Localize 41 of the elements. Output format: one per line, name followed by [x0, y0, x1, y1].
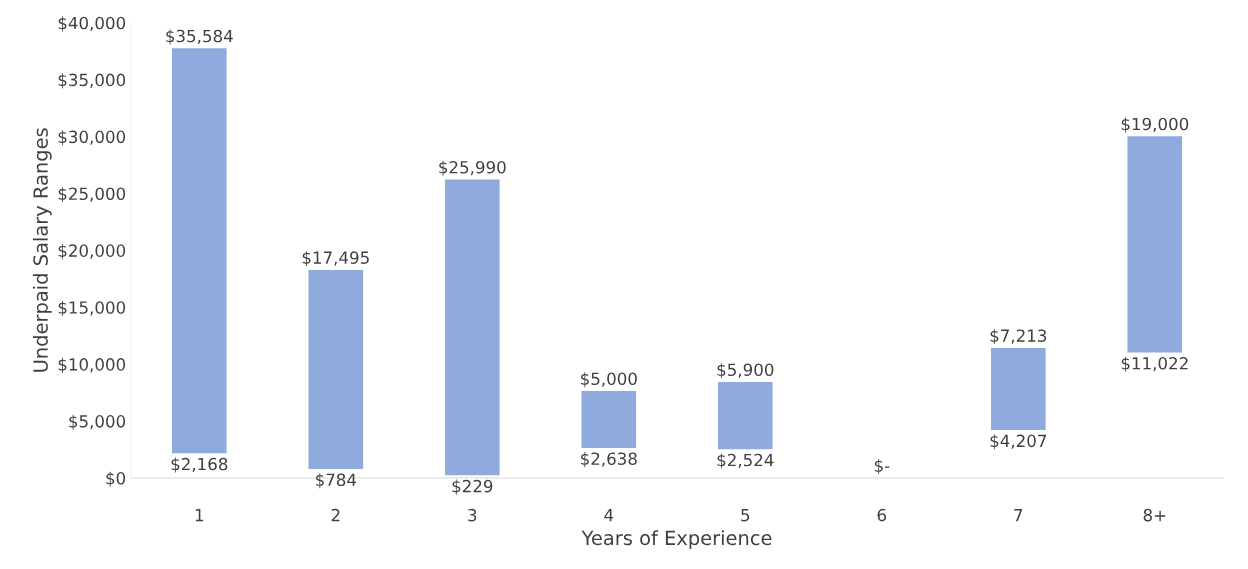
x-tick-label: 1	[195, 509, 204, 522]
annotation: $229	[452, 479, 493, 495]
data-label: $25,990	[439, 160, 506, 176]
bar	[581, 391, 637, 448]
x-tick-label: 7	[1014, 509, 1023, 522]
bar	[717, 382, 773, 450]
data-label: $-	[874, 459, 890, 475]
x-tick-label: 5	[741, 509, 750, 522]
x-tick-label: 3	[468, 508, 477, 522]
annotation: $2,168	[171, 457, 228, 473]
annotation: $2,524	[717, 453, 774, 469]
y-tick-label: $35,000	[58, 73, 126, 89]
bar	[444, 179, 500, 476]
data-label: $17,495	[302, 251, 369, 267]
y-tick-label: $0	[106, 471, 126, 487]
data-label: $7,213	[990, 329, 1047, 345]
y-tick-label: $10,000	[58, 357, 126, 373]
bar	[1127, 136, 1183, 353]
bar	[308, 269, 364, 470]
annotation: $4,207	[990, 434, 1047, 450]
annotation: $2,638	[581, 452, 637, 468]
y-tick-label: $15,000	[58, 300, 126, 317]
y-tick-label: $30,000	[58, 130, 126, 146]
x-tick-label: 2	[331, 508, 340, 522]
x-tick-label: 4	[604, 509, 614, 522]
y-axis-title: Underpaid Salary Ranges	[32, 128, 52, 372]
annotation: $784	[315, 473, 357, 489]
bar	[171, 48, 227, 454]
y-tick-label: $25,000	[58, 187, 126, 203]
x-axis-title: Years of Experience	[581, 530, 772, 550]
data-label: $35,584	[166, 29, 233, 45]
y-tick-label: $5,000	[69, 414, 126, 430]
data-label: $5,900	[717, 363, 774, 379]
y-tick-label: $40,000	[58, 16, 126, 32]
x-tick-label: 8+	[1143, 508, 1166, 522]
data-label: $19,000	[1121, 117, 1189, 133]
y-tick-label: $20,000	[58, 244, 126, 260]
x-tick-label: 6	[877, 508, 887, 522]
data-label: $5,000	[581, 372, 637, 388]
bar	[990, 348, 1046, 431]
annotation: $11,022	[1121, 356, 1188, 372]
